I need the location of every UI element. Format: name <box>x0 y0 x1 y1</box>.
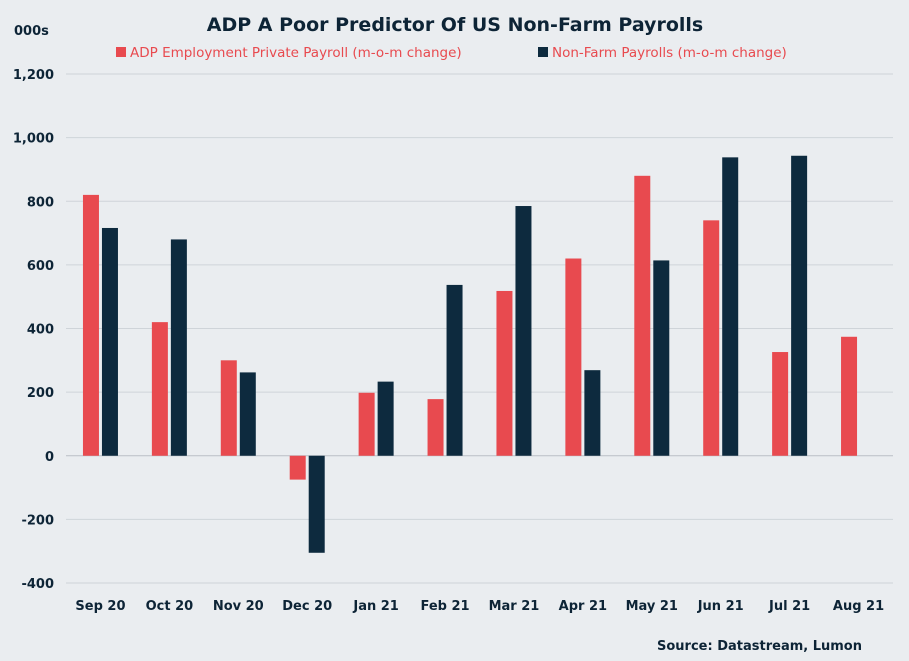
x-tick-label: Mar 21 <box>489 599 540 614</box>
x-tick-label: Jun 21 <box>697 599 744 614</box>
bar-adp <box>151 322 168 456</box>
bar-adp <box>634 175 651 456</box>
bar-adp <box>703 220 720 456</box>
x-tick-label: Apr 21 <box>559 599 607 614</box>
bar-nfp <box>239 372 256 456</box>
x-tick-label: Dec 20 <box>282 599 332 614</box>
x-tick-label: May 21 <box>626 599 678 614</box>
y-tick-label: 1,000 <box>13 132 54 147</box>
x-axis-ticks: Sep 20 Oct 20 Nov 20 Dec 20 Jan 21 Feb 21 Mar … <box>75 599 884 614</box>
bar-adp <box>427 399 444 456</box>
x-tick-label: Feb 21 <box>420 599 469 614</box>
y-tick-label: 600 <box>27 259 54 274</box>
y-tick-label: 400 <box>27 323 54 338</box>
y-unit-label: 000s <box>14 24 49 39</box>
chart-title: ADP A Poor Predictor Of US Non-Farm Payr… <box>207 14 703 36</box>
bar-nfp <box>101 227 118 456</box>
bar-adp <box>289 455 306 480</box>
bar-nfp <box>308 455 325 553</box>
bar-adp <box>496 290 513 456</box>
bar-nfp <box>791 155 808 456</box>
x-tick-label: Oct 20 <box>146 599 194 614</box>
y-tick-label: -400 <box>21 577 54 592</box>
x-tick-label: Sep 20 <box>75 599 125 614</box>
bar-adp <box>565 258 582 456</box>
bar-adp <box>841 336 858 456</box>
y-tick-label: 200 <box>27 386 54 401</box>
x-tick-label: Nov 20 <box>213 599 264 614</box>
legend-label-nfp: Non-Farm Payrolls (m-o-m change) <box>552 45 787 61</box>
bar-nfp <box>653 260 670 456</box>
bar-nfp <box>584 370 601 456</box>
legend-label-adp: ADP Employment Private Payroll (m-o-m ch… <box>130 45 462 61</box>
x-tick-label: Jan 21 <box>352 599 398 614</box>
legend-swatch-nfp <box>538 47 548 57</box>
bar-adp <box>358 392 375 456</box>
source-note: Source: Datastream, Lumon <box>657 639 862 654</box>
x-tick-label: Jul 21 <box>768 599 810 614</box>
bar-adp <box>220 360 237 456</box>
bar-adp <box>772 352 789 456</box>
legend: ADP Employment Private Payroll (m-o-m ch… <box>116 45 787 61</box>
y-tick-label: 800 <box>27 195 54 210</box>
bar-nfp <box>515 206 532 456</box>
bars <box>82 155 858 553</box>
bar-adp <box>82 194 99 456</box>
y-axis-ticks: -400 -200 0 200 400 600 800 1,000 1,200 <box>13 68 54 592</box>
y-tick-label: 1,200 <box>13 68 54 83</box>
legend-swatch-adp <box>116 47 126 57</box>
bar-nfp <box>446 284 463 456</box>
y-tick-label: 0 <box>45 450 54 465</box>
gridlines <box>66 73 893 584</box>
bar-nfp <box>722 157 739 456</box>
x-tick-label: Aug 21 <box>833 599 884 614</box>
y-tick-label: -200 <box>21 513 54 528</box>
bar-nfp <box>170 239 187 456</box>
bar-nfp <box>377 381 394 456</box>
